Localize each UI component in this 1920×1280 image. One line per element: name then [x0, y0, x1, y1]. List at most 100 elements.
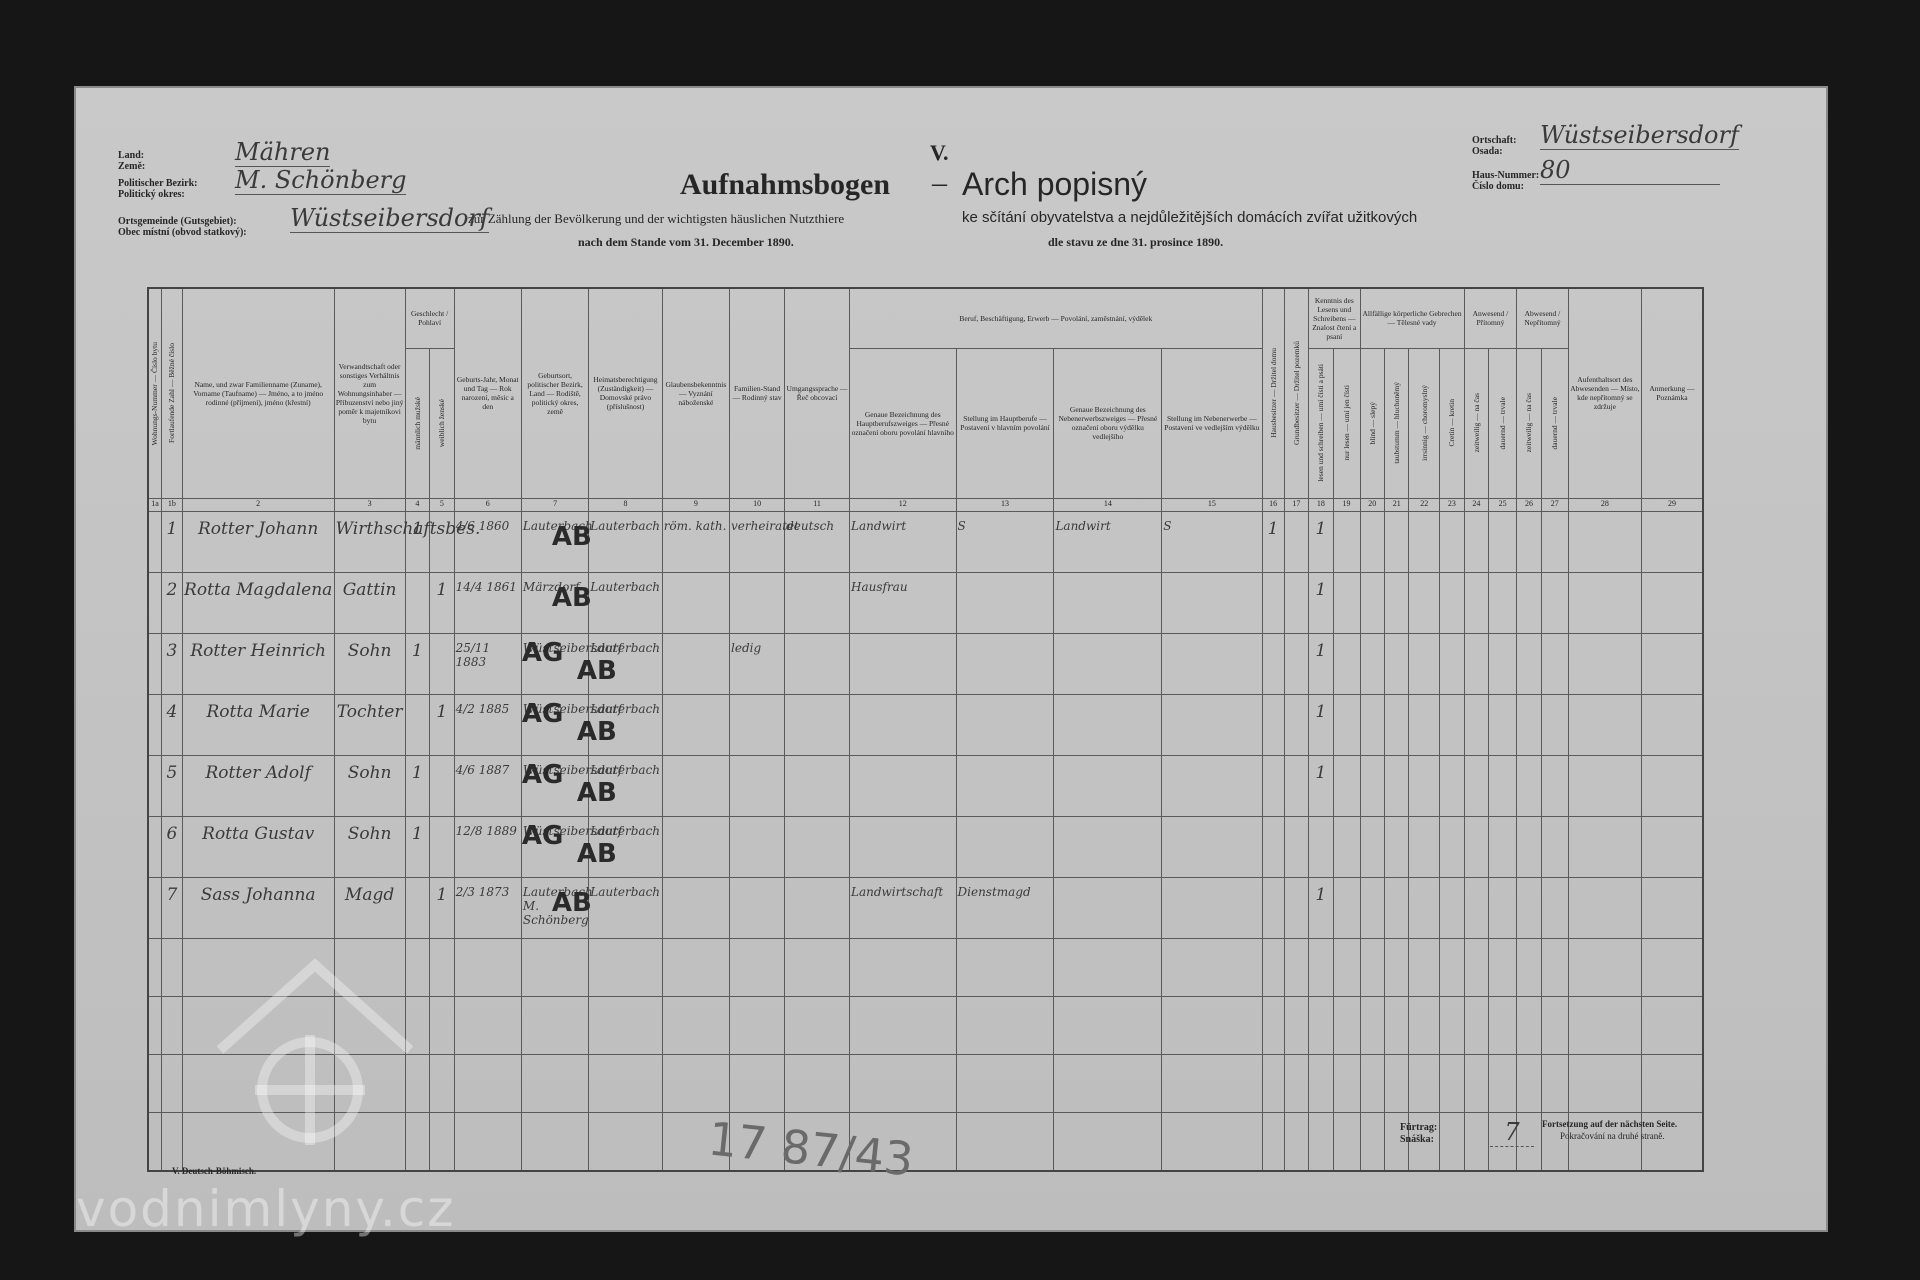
cell: [404, 1053, 431, 1113]
cell: [1488, 510, 1518, 573]
cell: [1567, 571, 1643, 634]
blank-row: [147, 995, 1704, 1055]
cell: [429, 510, 455, 573]
handwritten-language: deutsch: [786, 518, 835, 533]
cell: [1383, 1053, 1410, 1113]
cell: Wirthschaftsbes.: [333, 510, 480, 573]
cell: [1540, 571, 1569, 634]
cell: 25/11 1883: [453, 632, 522, 695]
cell: [849, 693, 957, 756]
cell: [661, 632, 731, 695]
column-heading: Heimatsberechtigung (Zuständigkeit) — Do…: [588, 287, 663, 499]
column-heading: männlich mužské: [404, 347, 431, 499]
cell: [1161, 693, 1263, 756]
handwritten-name: Sass Johanna: [200, 884, 316, 905]
column-heading: Fortlaufende Zahl — Běžné číslo: [160, 287, 183, 499]
cell: [1261, 754, 1285, 817]
cell: [784, 1053, 850, 1113]
handwritten-birth: 2/3 1873: [455, 884, 510, 899]
cell: 14/4 1861: [453, 571, 522, 634]
handwritten-male: 1: [411, 640, 423, 661]
column-number: 12: [849, 497, 957, 512]
cell: [1283, 815, 1310, 878]
cell: [1516, 937, 1542, 997]
cell: 4: [160, 693, 183, 756]
handwritten-reads-writes: 1: [1315, 640, 1327, 661]
cell: [1488, 995, 1518, 1055]
column-number: 1a: [147, 497, 162, 512]
cell: [1516, 995, 1542, 1055]
column-number: 20: [1359, 497, 1386, 512]
cell: [661, 1111, 731, 1171]
cell: [1332, 510, 1361, 573]
cell: [147, 571, 162, 634]
handwritten-number: 2: [166, 579, 178, 600]
handwritten-female: 1: [436, 579, 448, 600]
handwritten-domicile: Lauterbach: [590, 579, 661, 594]
column-heading: dauernd — trvale: [1488, 347, 1518, 499]
cell: 6: [160, 815, 183, 878]
cell: [1516, 876, 1542, 939]
heading-text: irrsinnig — choromyslný: [1419, 385, 1429, 461]
cell: [1641, 937, 1704, 997]
cell: 3: [160, 632, 183, 695]
field-label-cz: Obec místní (obvod statkový):: [118, 227, 247, 238]
cell: [1359, 693, 1386, 756]
cell: [147, 632, 162, 695]
handwritten-birthplace: Märzdorf: [522, 579, 580, 594]
column-number: 17: [1283, 497, 1310, 512]
cell: [1641, 815, 1704, 878]
cell: [1439, 815, 1465, 878]
watermark: vodnimlyny.cz: [76, 1180, 456, 1238]
cell: [1161, 937, 1263, 997]
cell: [1383, 510, 1410, 573]
cell: 2: [160, 571, 183, 634]
handwritten-birth: 25/11 1883: [455, 640, 491, 669]
subtitle-cz: ke sčítání obyvatelstva a nejdůležitější…: [962, 209, 1418, 226]
handwritten-birthplace: Lauterbach M. Schönberg: [522, 884, 593, 927]
cell: [1283, 937, 1310, 997]
cell: [849, 754, 957, 817]
cell: [1439, 693, 1465, 756]
cell: Landwirt: [849, 510, 957, 573]
handwritten-status: verheiratet: [731, 518, 799, 533]
heading-text: zeitweilig — na čas: [1524, 393, 1534, 453]
handwritten-male: 1: [411, 823, 423, 844]
cell: [1308, 1111, 1334, 1171]
cell: [661, 1053, 731, 1113]
handwritten-birth: 14/4 1861: [455, 579, 517, 594]
stamp: AG: [521, 759, 564, 790]
cell: [404, 995, 431, 1055]
column-number: 4: [404, 497, 431, 512]
blank-row: [147, 1053, 1704, 1113]
cell: [147, 876, 162, 939]
cell: [729, 937, 786, 997]
field-label-de: Ortsgemeinde (Gutsgebiet):: [118, 216, 237, 227]
handwritten-relation: Tochter: [336, 701, 403, 722]
column-number: 14: [1053, 497, 1163, 512]
handwritten-birth: 4/6 1860: [455, 518, 510, 533]
handwritten-reads-writes: 1: [1315, 518, 1327, 539]
handwritten-birth: 4/2 1885: [455, 701, 510, 716]
person-row: 1 Rotter Johann Wirthschaftsbes. 1 4/6 1860 L…: [147, 510, 1704, 573]
cell: Landwirtschaft: [849, 876, 957, 939]
cell: [1359, 1111, 1386, 1171]
cell: [1359, 510, 1386, 573]
group-text: Geschlecht / Pohlaví: [410, 309, 449, 328]
cell: [1516, 754, 1542, 817]
cell: [784, 1111, 850, 1171]
cell: [1540, 1053, 1569, 1113]
cell: [1053, 815, 1163, 878]
cell: [1488, 632, 1518, 695]
column-number: 2: [181, 497, 335, 512]
cell: Rotter Adolf: [181, 754, 335, 817]
column-heading: Hausbesitzer — Držitel domu: [1261, 287, 1285, 499]
handwritten-birthplace: Lauterbach: [522, 518, 593, 533]
cell: Rotta Gustav: [181, 815, 335, 878]
cell: [955, 937, 1055, 997]
handwritten-relation: Sohn: [347, 823, 392, 844]
handwritten-birth: 4/6 1887: [455, 762, 510, 777]
cell: Lauterbach: [588, 632, 663, 695]
cell: [1439, 876, 1465, 939]
cell: 1: [1308, 571, 1334, 634]
